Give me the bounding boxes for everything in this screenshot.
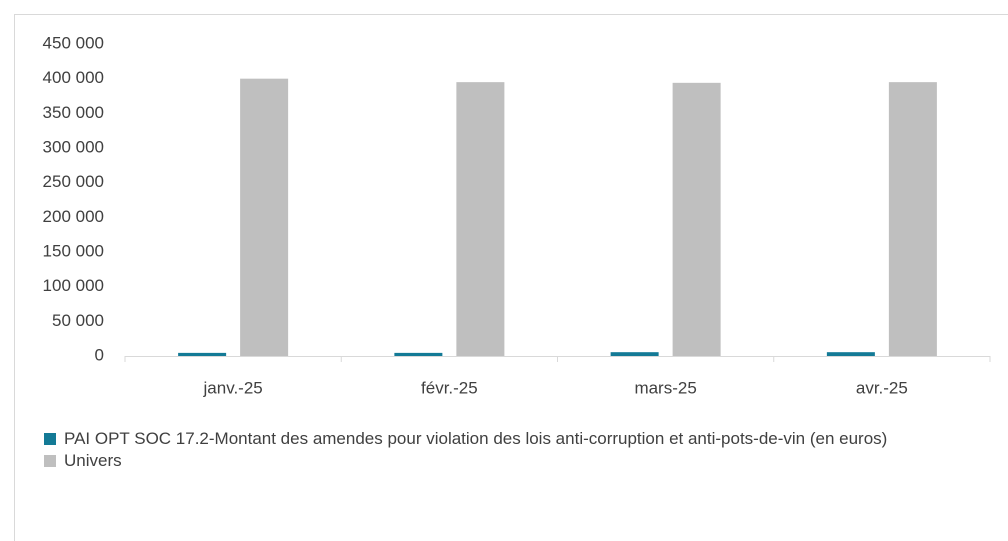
bar [610, 352, 659, 356]
y-tick-label: 100 000 [43, 276, 104, 295]
y-tick-label: 300 000 [43, 137, 104, 156]
x-tick-label: mars-25 [634, 378, 696, 397]
x-tick-label: janv.-25 [203, 378, 263, 397]
bar [456, 82, 505, 356]
bar [826, 352, 875, 356]
bar [240, 78, 289, 357]
x-tick-label: févr.-25 [421, 378, 478, 397]
y-tick-label: 250 000 [43, 172, 104, 191]
y-tick-label: 50 000 [52, 311, 104, 330]
legend-swatch [44, 433, 56, 445]
legend-label: Univers [64, 451, 122, 470]
y-tick-label: 150 000 [43, 241, 104, 260]
legend-entry: Univers [44, 450, 984, 472]
y-tick-label: 350 000 [43, 103, 104, 122]
y-tick-label: 0 [95, 345, 104, 364]
legend-swatch [44, 455, 56, 467]
y-tick-label: 400 000 [43, 68, 104, 87]
bar [672, 82, 721, 357]
legend-label: PAI OPT SOC 17.2-Montant des amendes pou… [64, 429, 888, 448]
legend: PAI OPT SOC 17.2-Montant des amendes pou… [44, 428, 984, 472]
bar [178, 352, 227, 356]
legend-entry: PAI OPT SOC 17.2-Montant des amendes pou… [44, 428, 984, 450]
bar [888, 82, 937, 356]
bar [394, 352, 443, 356]
chart-frame [14, 14, 1008, 541]
y-tick-label: 200 000 [43, 207, 104, 226]
y-tick-label: 450 000 [43, 33, 104, 52]
x-tick-label: avr.-25 [856, 378, 908, 397]
